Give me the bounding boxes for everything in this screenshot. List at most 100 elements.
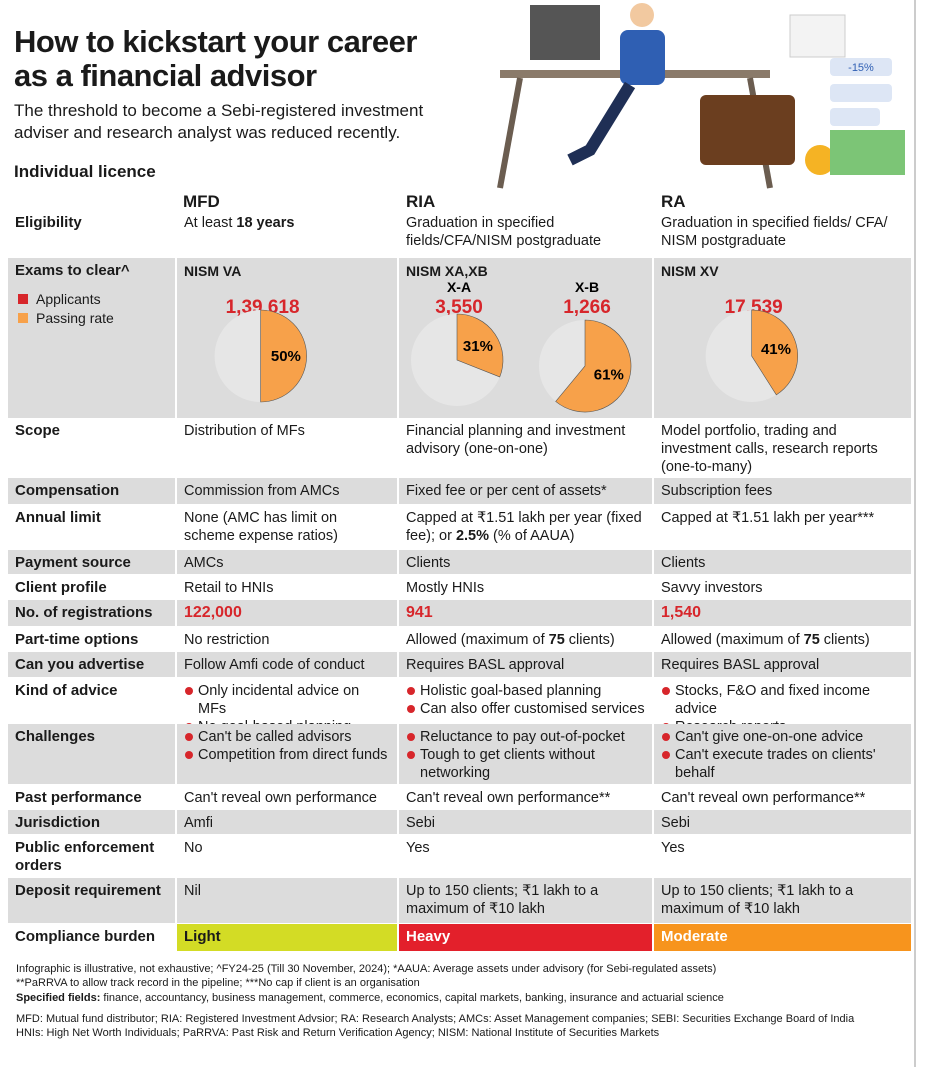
text: Client profile [15,579,107,596]
cell: Sebi [399,810,652,834]
cell: Up to 150 clients; ₹1 lakh to a maximum … [399,878,652,923]
cell: Retail to HNIs [177,575,397,599]
row-label: No. of registrations [8,600,175,626]
text: clients) [564,632,615,648]
cell: Can't give one-on-one advice Can't execut… [654,724,911,784]
bullet: Holistic goal-based planning [406,682,645,700]
pie-wedge [456,313,504,378]
text: Clients [406,555,451,571]
cell: Can't be called advisors Competition from… [177,724,397,784]
text: Sebi [406,815,436,831]
cell: Only incidental advice on MFsNo goal-bas… [177,678,397,735]
exam-name: NISM VA [184,263,242,279]
row-label: Deposit requirement [8,878,175,923]
text: clients) [819,632,870,648]
column-header: RA [661,192,686,211]
legend-item: Applicants [18,291,101,307]
text: 18 years [236,215,295,231]
text: Public enforcement orders [15,839,155,874]
text: Challenges [15,728,96,745]
cell: Allowed (maximum of 75 clients) [399,627,652,651]
text: 1,540 [661,604,702,621]
text: Holistic goal-based planning [420,683,602,699]
text: No. of registrations [15,604,153,621]
cell: Distribution of MFs [177,418,397,476]
text: Can't reveal own performance** [661,790,866,806]
text: 941 [406,604,433,621]
text: Clients [661,555,706,571]
exam-name: NISM XV [661,263,719,279]
text: Reluctance to pay out-of-pocket [420,729,625,745]
text: 75 [803,632,820,648]
pie-wedge [751,309,798,396]
cell: Yes [399,835,652,877]
text: Tough to get clients without networking [420,747,595,781]
cell: Can't reveal own performance** [399,785,652,809]
text: Distribution of MFs [184,423,305,439]
person-leg [567,81,636,166]
briefcase [700,95,795,165]
cell: Graduation in specified fields/CFA/NISM … [399,210,652,256]
bullet: Can't give one-on-one advice [661,728,904,746]
text: Financial planning and investment adviso… [406,423,626,457]
text: Eligibility [15,214,82,231]
text: No [184,840,203,856]
text: Yes [406,840,430,856]
column-header: RIA [406,192,436,211]
applicants: 1,266 [563,297,611,318]
column-header: MFD [183,192,220,211]
legend-swatch [18,294,28,304]
edge [914,0,916,1067]
cell: Moderate [654,924,911,951]
cell: Can't reveal own performance** [654,785,911,809]
badge [830,108,880,126]
cell: Holistic goal-based planning Can also off… [399,678,652,723]
note: Infographic is illustrative, not exhaust… [16,962,716,976]
cell: NISM XA,XB X-A 3,550 31% X-B 1,266 61% [399,258,652,418]
text: 75 [548,632,565,648]
text: Payment source [15,554,131,571]
cell: Mostly HNIs [399,575,652,599]
cell: Yes [654,835,911,877]
cell: No [177,835,397,877]
text: Jurisdiction [15,814,101,831]
row-label: Past performance [8,785,175,809]
bullet: Can also offer customised services [406,700,645,718]
text: Requires BASL approval [406,657,565,673]
rate-label: 41% [761,341,791,358]
text: Fixed fee or per cent of assets* [406,483,607,499]
row-label: Payment source [8,550,175,574]
text: AMCs [184,555,224,571]
pie-name: X-B [575,279,599,295]
text: Specified fields: [16,992,101,1004]
illustration: -15% [497,3,905,189]
row-label: Compliance burden [8,924,175,951]
subtitle: The threshold to become a Sebi-registere… [14,101,424,142]
cell: NISM VA 1,39,618 50% [177,258,397,418]
rate-label: 50% [271,348,301,365]
text: Commission from AMCs [184,483,340,499]
text: Yes [661,840,685,856]
bullet: Tough to get clients without networking [406,746,645,782]
badge [830,84,892,102]
text: **PaRRVA to allow track record in the pi… [16,977,420,989]
text: Deposit requirement [15,882,161,899]
cell: Sebi [654,810,911,834]
text: Heavy [406,928,451,945]
person-body [620,30,665,85]
desk-leg [497,77,523,189]
text: Light [184,928,221,945]
note: Specified fields: finance, accountancy, … [16,991,724,1005]
text: Stocks, F&O and fixed income advice [675,683,871,717]
text: No restriction [184,632,270,648]
row-label: Client profile [8,575,175,599]
text: Can also offer customised services [420,701,645,717]
legend-label: Applicants [36,291,101,307]
text: Savvy investors [661,580,763,596]
row-label: Compensation [8,478,175,504]
cell: Requires BASL approval [399,652,652,677]
row-label: Kind of advice [8,678,175,723]
bullet: Can't be called advisors [184,728,390,746]
